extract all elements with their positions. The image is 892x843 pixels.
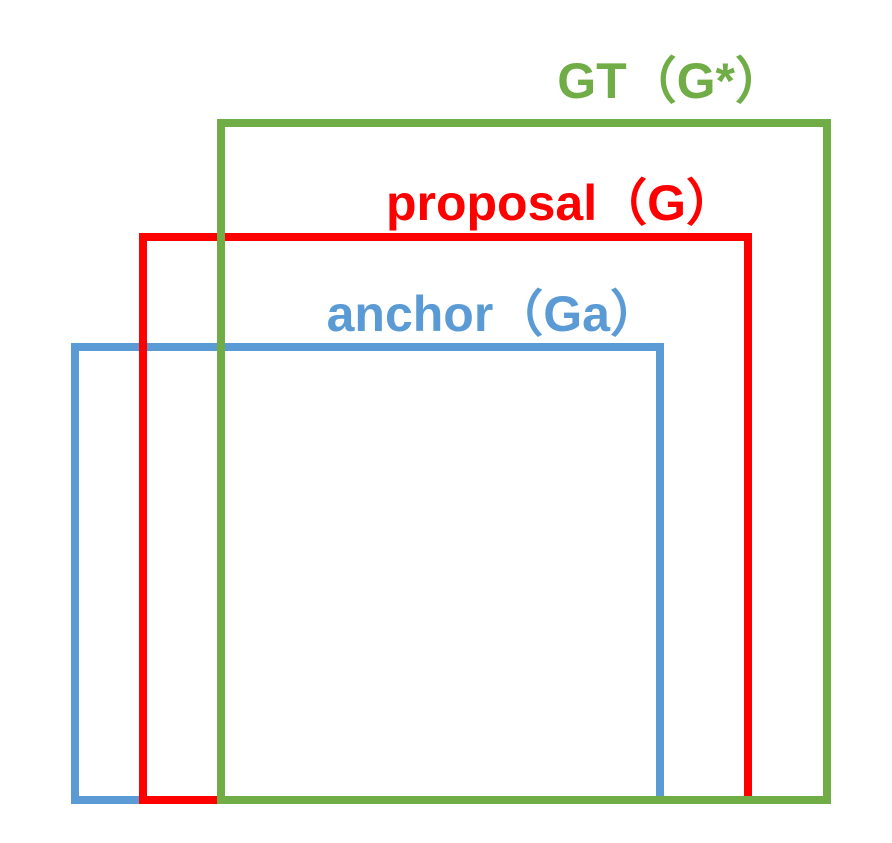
proposal-label: proposal（G）: [386, 175, 736, 231]
anchor-label: anchor（Ga）: [327, 286, 660, 342]
gt-label: GT（G*）: [557, 53, 785, 109]
gt-box: [217, 119, 831, 804]
